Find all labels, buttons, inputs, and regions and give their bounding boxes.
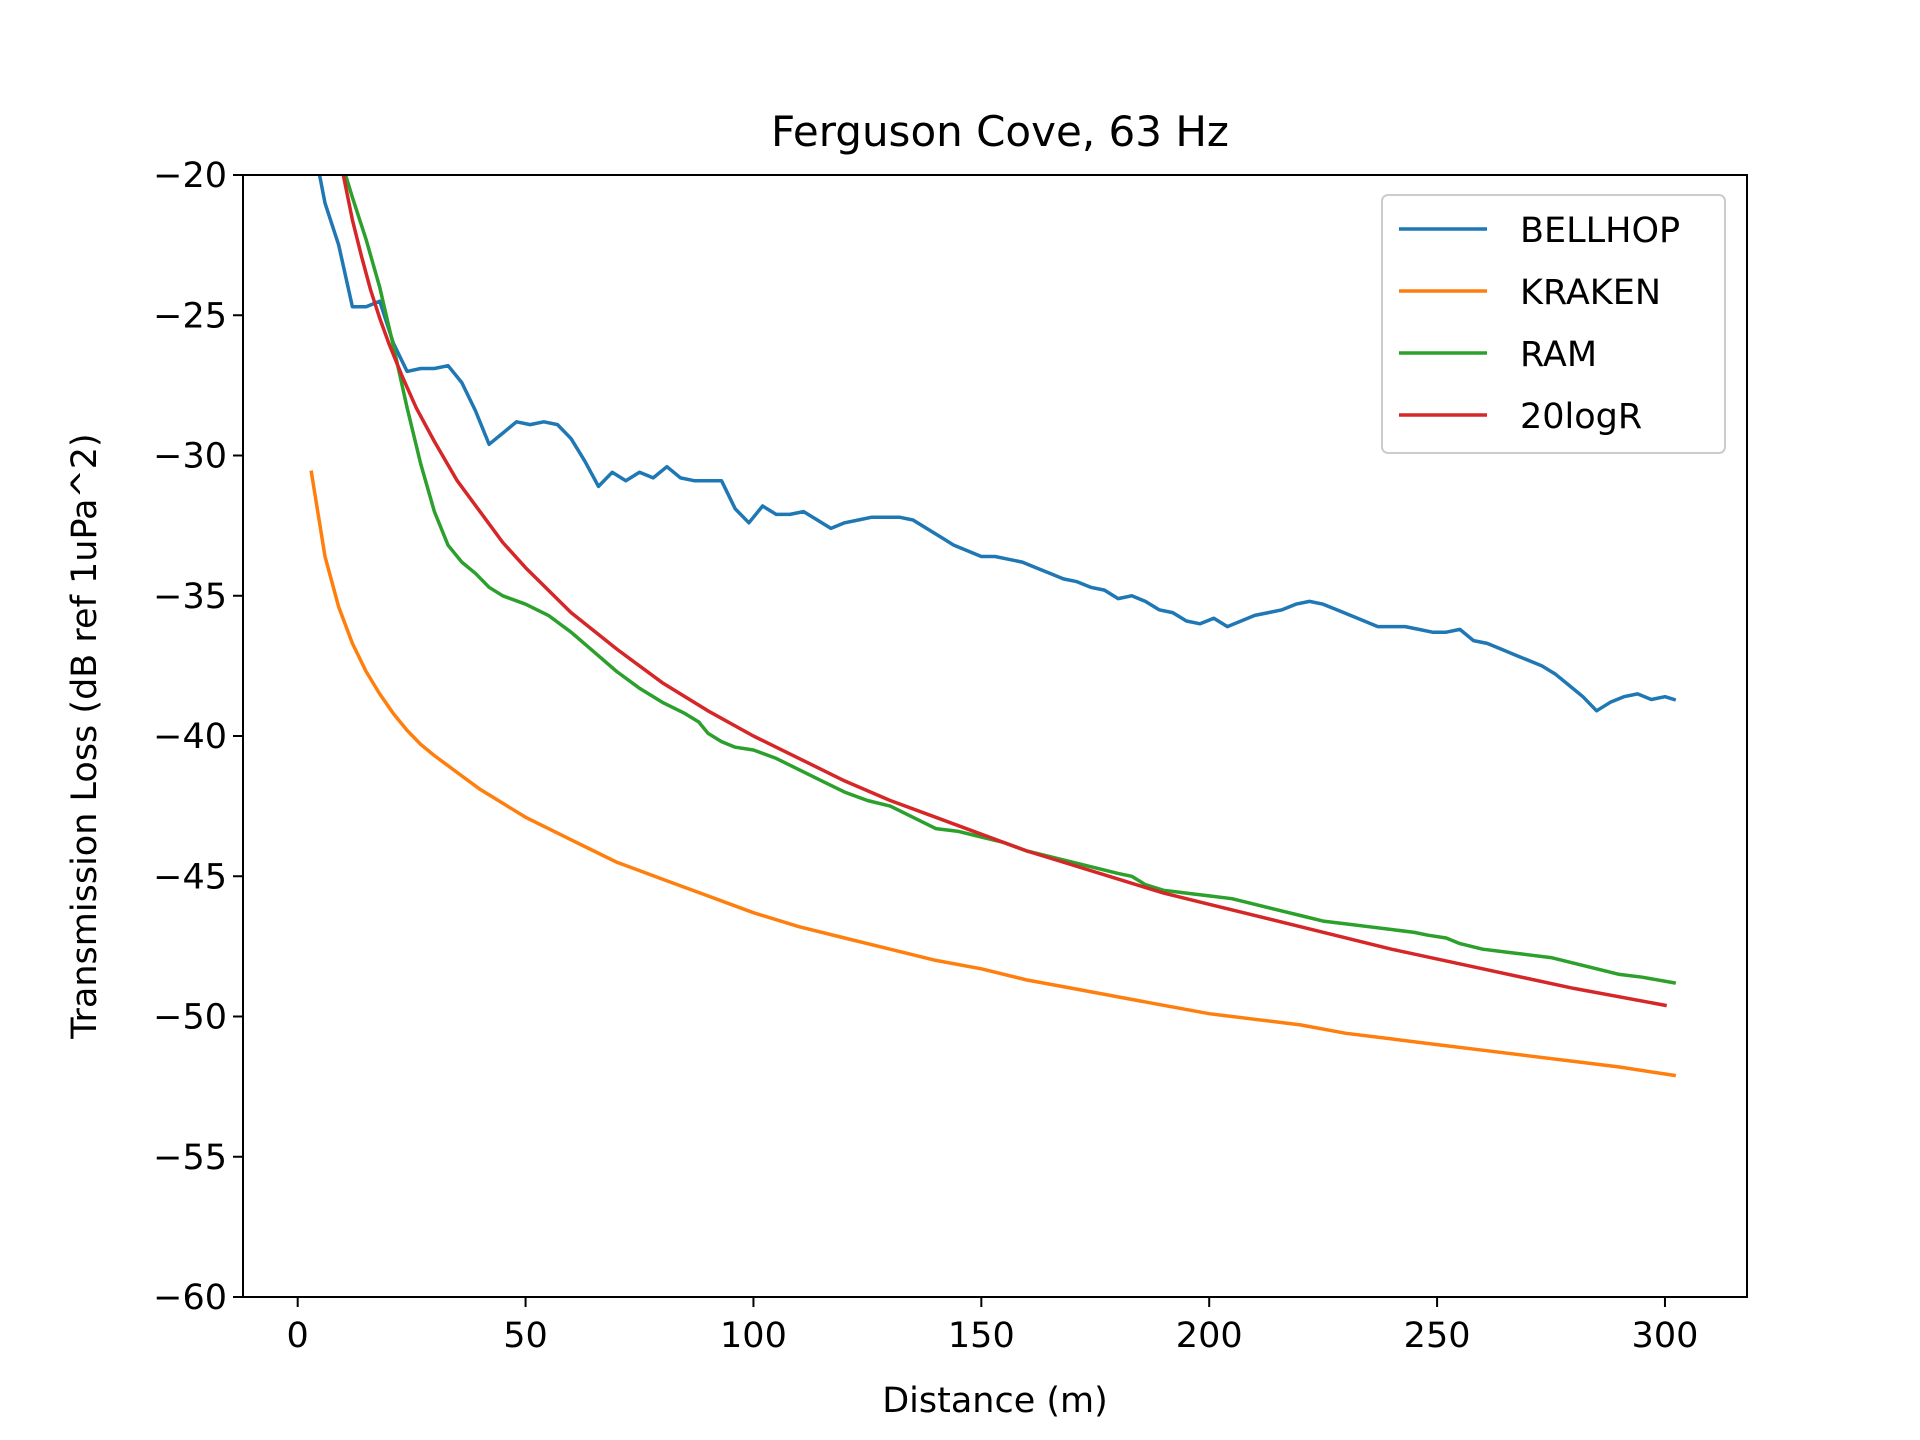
x-tick-label: 250: [1404, 1316, 1471, 1356]
y-tick-label: −60: [153, 1278, 227, 1318]
y-axis: −20 −25 −30 −35 −40 −45 −50 −55 −60: [153, 156, 243, 1318]
series-line-ram: [343, 175, 1677, 985]
x-tick-label: 300: [1632, 1316, 1699, 1356]
y-tick-label: −45: [153, 857, 227, 897]
series-layer: [309, 175, 1677, 1078]
y-tick-label: −40: [153, 717, 227, 757]
x-tick-label: 200: [1176, 1316, 1243, 1356]
legend: BELLHOP KRAKEN RAM 20logR: [1381, 194, 1726, 454]
legend-label-kraken: KRAKEN: [1520, 273, 1661, 313]
chart-title: Ferguson Cove, 63 Hz: [771, 107, 1229, 156]
legend-label-bellhop: BELLHOP: [1520, 211, 1680, 251]
legend-label-ram: RAM: [1520, 335, 1597, 375]
y-tick-label: −25: [153, 296, 227, 336]
legend-box: [1381, 194, 1726, 454]
y-axis-label: Transmission Loss (dB ref 1uPa^2): [65, 433, 105, 1039]
x-axis: 0 50 100 150 200 250 300: [287, 1297, 1699, 1356]
legend-label-20logr: 20logR: [1520, 397, 1642, 437]
y-tick-label: −55: [153, 1138, 227, 1178]
x-tick-label: 0: [287, 1316, 309, 1356]
y-tick-label: −35: [153, 577, 227, 617]
y-tick-label: −30: [153, 437, 227, 477]
series-line-20logr: [341, 175, 1668, 1008]
x-tick-label: 150: [948, 1316, 1015, 1356]
x-tick-label: 50: [503, 1316, 548, 1356]
y-tick-label: −20: [153, 156, 227, 196]
x-axis-label: Distance (m): [882, 1381, 1108, 1421]
series-line-kraken: [309, 470, 1677, 1078]
series-line-bellhop: [317, 175, 1677, 713]
x-tick-label: 100: [720, 1316, 787, 1356]
y-tick-label: −50: [153, 998, 227, 1038]
